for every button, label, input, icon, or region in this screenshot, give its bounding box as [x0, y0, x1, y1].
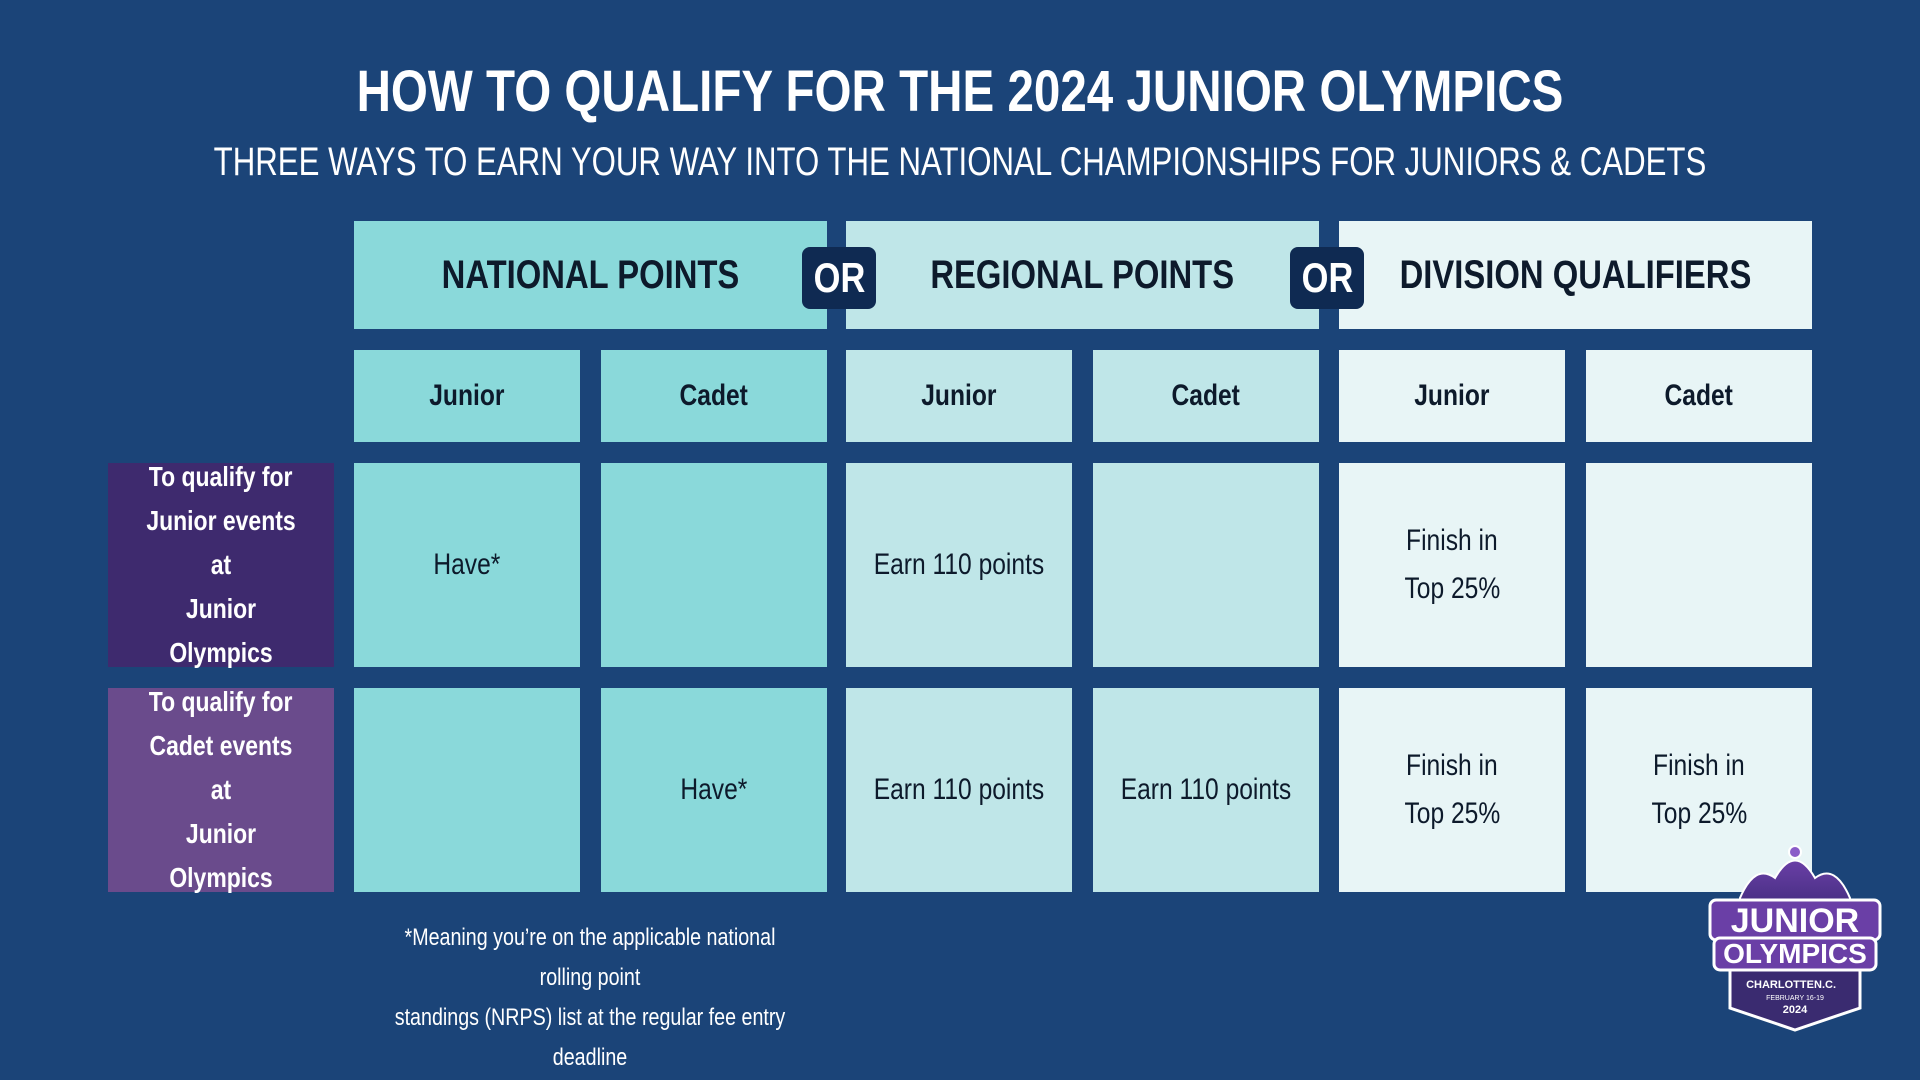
page-title: HOW TO QUALIFY FOR THE 2024 JUNIOR OLYMP…: [356, 59, 1564, 124]
header-national-points: NATIONAL POINTS: [354, 221, 827, 329]
cell-cadet-division-cadet: Finish in Top 25%: [1586, 688, 1812, 892]
header-division-qualifiers: DIVISION QUALIFIERS: [1339, 221, 1812, 329]
cell-junior-division-junior: Finish in Top 25%: [1339, 463, 1565, 667]
cell-junior-regional-junior: Earn 110 points: [846, 463, 1072, 667]
row-label-cadet: To qualify for Cadet events at Junior Ol…: [108, 686, 334, 893]
subheader-division-cadet: Cadet: [1586, 350, 1812, 442]
logo-year: 2024: [1783, 1004, 1808, 1016]
header-regional-label: REGIONAL POINTS: [930, 252, 1235, 297]
or-badge-1: OR: [802, 247, 876, 309]
cell-cadet-regional-junior: Earn 110 points: [846, 688, 1072, 892]
junior-olympics-logo: JUNIOR OLYMPICS CHARLOTTE N.C. FEBRUARY …: [1708, 845, 1882, 1032]
cell-junior-regional-cadet: [1093, 463, 1319, 667]
cell-cadet-national-junior: [354, 688, 580, 892]
subheader-regional-junior: Junior: [846, 350, 1072, 442]
cell-junior-national-junior: Have*: [354, 463, 580, 667]
footnote: *Meaning you’re on the applicable nation…: [394, 924, 786, 1071]
page-subtitle: THREE WAYS TO EARN YOUR WAY INTO THE NAT…: [213, 140, 1707, 184]
logo-line1: JUNIOR: [1731, 902, 1859, 940]
logo-city: CHARLOTTE: [1746, 979, 1814, 991]
subheader-regional-cadet: Cadet: [1093, 350, 1319, 442]
cell-junior-division-cadet: [1586, 463, 1812, 667]
header-national-label: NATIONAL POINTS: [441, 252, 740, 297]
subheader-division-junior: Junior: [1339, 350, 1565, 442]
cell-cadet-division-junior: Finish in Top 25%: [1339, 688, 1565, 892]
cell-cadet-regional-cadet: Earn 110 points: [1093, 688, 1319, 892]
cell-junior-national-cadet: [601, 463, 827, 667]
or-badge-2: OR: [1290, 247, 1364, 309]
logo-state: N.C.: [1814, 979, 1836, 991]
header-division-label: DIVISION QUALIFIERS: [1399, 252, 1752, 297]
logo-dates: FEBRUARY 16-19: [1766, 995, 1824, 1002]
row-label-junior: To qualify for Junior events at Junior O…: [108, 461, 334, 668]
logo-line2: OLYMPICS: [1723, 938, 1867, 969]
subheader-national-junior: Junior: [354, 350, 580, 442]
subheader-national-cadet: Cadet: [601, 350, 827, 442]
cell-cadet-national-cadet: Have*: [601, 688, 827, 892]
header-regional-points: REGIONAL POINTS: [846, 221, 1319, 329]
